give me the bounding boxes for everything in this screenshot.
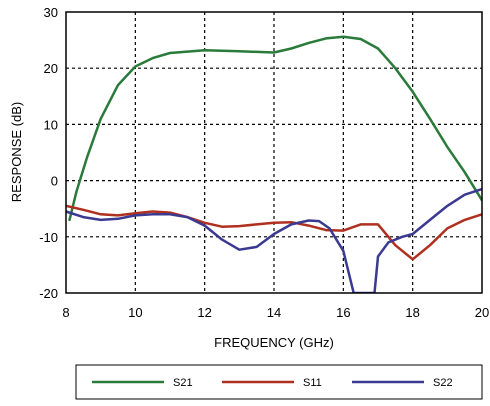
legend-label-s22: S22 bbox=[433, 377, 453, 389]
y-tick-label: -20 bbox=[39, 286, 58, 301]
y-tick-label: 0 bbox=[51, 174, 58, 189]
series-lines bbox=[66, 35, 482, 293]
tick-labels: 8 10 12 14 16 18 20 -20 -10 0 10 20 30 bbox=[39, 5, 489, 320]
legend: S21 S11 S22 bbox=[75, 364, 483, 400]
plot-frame bbox=[65, 11, 483, 294]
x-tick-label: 18 bbox=[405, 305, 419, 320]
y-tick-label: 30 bbox=[44, 5, 58, 20]
y-axis-label: RESPONSE (dB) bbox=[9, 102, 24, 202]
x-tick-label: 14 bbox=[267, 305, 281, 320]
y-tick-label: 20 bbox=[44, 61, 58, 76]
x-tick-label: 8 bbox=[62, 305, 69, 320]
legend-label-s21: S21 bbox=[173, 377, 193, 389]
y-tick-label: -10 bbox=[39, 230, 58, 245]
x-tick-label: 10 bbox=[128, 305, 142, 320]
grid bbox=[66, 12, 482, 293]
x-tick-label: 20 bbox=[475, 305, 489, 320]
y-tick-label: 10 bbox=[44, 117, 58, 132]
series-line-s21 bbox=[68, 35, 482, 222]
x-axis-label: FREQUENCY (GHz) bbox=[214, 335, 334, 350]
x-tick-label: 12 bbox=[197, 305, 211, 320]
legend-label-s11: S11 bbox=[303, 377, 322, 389]
series-line-s22 bbox=[66, 187, 482, 293]
x-tick-label: 16 bbox=[336, 305, 350, 320]
series-line-s11 bbox=[66, 204, 482, 261]
